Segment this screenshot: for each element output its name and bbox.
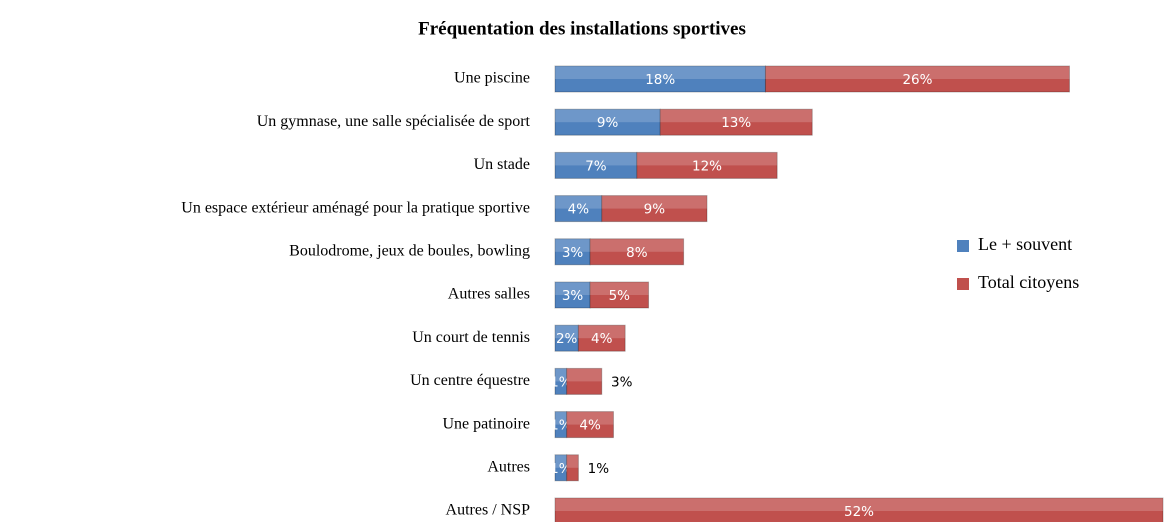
category-label: Autres / NSP xyxy=(446,502,531,519)
bar xyxy=(659,108,813,136)
legend-label: Le + souvent xyxy=(978,234,1072,254)
data-label: 26% xyxy=(902,72,932,88)
bar-shine xyxy=(555,498,1163,511)
bar-shine xyxy=(555,411,567,425)
bar-shine xyxy=(590,238,684,252)
bar xyxy=(566,411,614,439)
data-label: 2% xyxy=(556,331,578,347)
bar xyxy=(554,497,1164,522)
bar xyxy=(554,65,766,93)
category-label: Boulodrome, jeux de boules, bowling xyxy=(289,242,530,259)
data-label: 1% xyxy=(550,418,572,434)
bar-shine xyxy=(555,152,637,166)
bar xyxy=(566,454,579,482)
data-label: 9% xyxy=(644,202,666,218)
bar xyxy=(636,151,778,179)
bar xyxy=(554,238,591,266)
data-label: 3% xyxy=(562,288,584,304)
data-label: 52% xyxy=(844,504,874,520)
data-label: 9% xyxy=(597,115,619,131)
category-label: Une patinoire xyxy=(442,415,530,432)
data-label: 4% xyxy=(579,418,601,434)
category-label: Autres xyxy=(487,458,530,475)
bar xyxy=(554,195,603,223)
data-label: 13% xyxy=(721,115,751,131)
category-label: Un centre équestre xyxy=(410,372,530,389)
bar xyxy=(589,281,650,309)
bar-shine xyxy=(555,282,591,295)
bar-shine xyxy=(555,109,661,123)
bar xyxy=(589,238,685,266)
data-label: 4% xyxy=(591,331,613,347)
category-label: Un gymnase, une salle spécialisée de spo… xyxy=(257,113,531,130)
bar xyxy=(566,367,603,395)
bar xyxy=(577,324,626,352)
category-label: Un court de tennis xyxy=(412,329,530,346)
bar-shine xyxy=(555,238,591,252)
bar-shine xyxy=(555,454,567,468)
data-label: 18% xyxy=(645,72,675,88)
bar xyxy=(764,65,1070,93)
bar-shine xyxy=(765,66,1070,79)
chart-title: Fréquentation des installations sportive… xyxy=(418,18,746,39)
data-label: 3% xyxy=(611,374,633,390)
data-label: 1% xyxy=(550,374,572,390)
data-label: 1% xyxy=(550,461,572,477)
data-label: 8% xyxy=(626,245,648,261)
category-label: Autres salles xyxy=(448,286,530,303)
bar-shine xyxy=(566,454,579,468)
bar-shine xyxy=(601,195,707,209)
bar-shine xyxy=(555,325,579,339)
bar-shine xyxy=(566,411,614,425)
legend-swatch xyxy=(957,278,969,290)
data-label: 4% xyxy=(568,202,590,218)
bar xyxy=(554,108,661,136)
bar-shine xyxy=(590,282,649,295)
data-label: 5% xyxy=(609,288,631,304)
bar xyxy=(601,195,708,223)
category-label: Un espace extérieur aménagé pour la prat… xyxy=(181,199,530,216)
bar-shine xyxy=(566,368,602,382)
bar-shine xyxy=(636,152,778,166)
category-label: Une piscine xyxy=(454,70,530,87)
data-label: 3% xyxy=(562,245,584,261)
bar-shine xyxy=(555,368,567,382)
data-label: 12% xyxy=(692,158,722,174)
legend-swatch xyxy=(957,240,969,252)
data-label: 7% xyxy=(585,158,607,174)
bar xyxy=(554,281,591,309)
bar xyxy=(554,151,638,179)
bar-shine xyxy=(578,325,626,339)
legend-label: Total citoyens xyxy=(978,272,1079,292)
data-label: 1% xyxy=(588,461,610,477)
bar-shine xyxy=(555,195,602,209)
bar-shine xyxy=(660,109,813,123)
bar-shine xyxy=(555,66,766,79)
category-label: Un stade xyxy=(474,156,530,173)
